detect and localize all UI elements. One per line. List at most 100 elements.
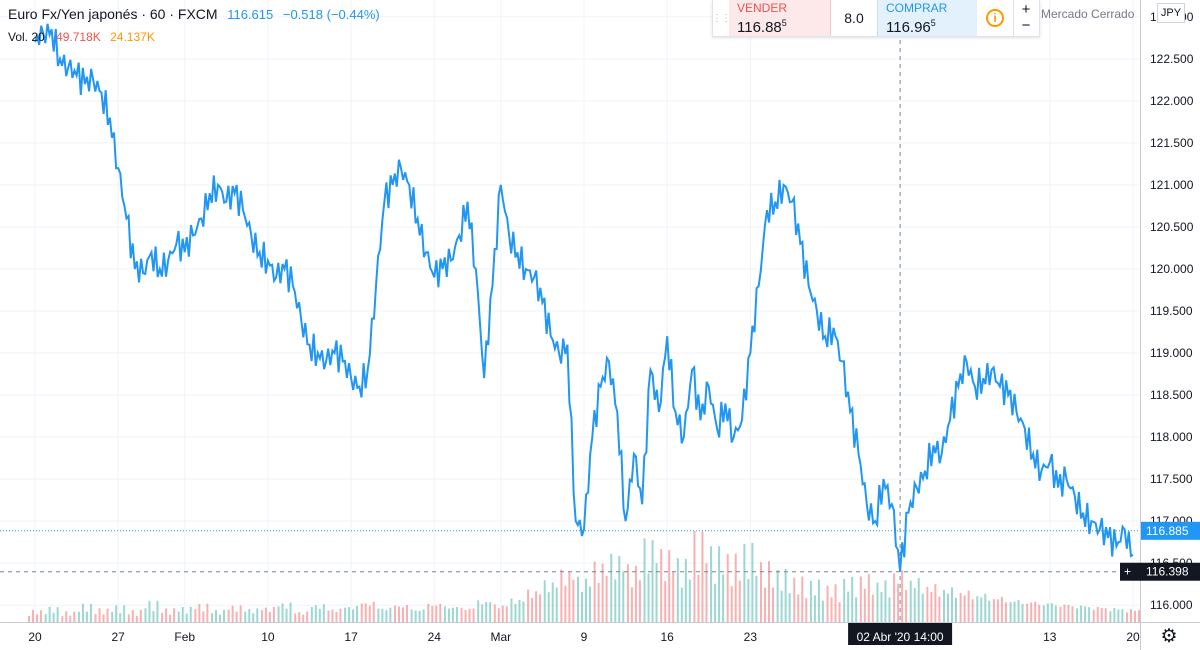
volume-bar — [56, 607, 59, 622]
volume-bar — [1021, 604, 1024, 622]
volume-bar — [501, 605, 504, 622]
volume-bar — [65, 611, 68, 622]
volume-bar — [843, 578, 846, 622]
volume-bar — [668, 550, 671, 622]
volume-bar — [1017, 599, 1020, 622]
volume-bar — [743, 543, 746, 622]
volume-bar — [36, 614, 38, 622]
volume-bar — [1130, 609, 1132, 622]
volume-bar — [135, 615, 138, 622]
volume-bar — [156, 600, 159, 622]
buy-button[interactable]: COMPRAR 116.965 — [877, 0, 977, 36]
crosshair-price-label: 116.398 — [1146, 565, 1189, 579]
volume-bar — [314, 605, 317, 622]
volume-bar — [372, 601, 375, 622]
volume-bar — [1121, 609, 1124, 622]
volume-bar — [597, 583, 600, 622]
quantity-stepper[interactable]: + − — [1013, 0, 1038, 36]
volume-bar — [505, 606, 508, 622]
volume-bar — [730, 586, 733, 622]
volume-bar — [1126, 612, 1128, 622]
x-tick-label: 27 — [112, 630, 126, 644]
volume-bar — [52, 612, 55, 622]
volume-bar — [1013, 601, 1016, 622]
volume-bar — [1050, 603, 1053, 622]
volume-bar — [131, 609, 134, 622]
volume-bar — [638, 580, 641, 622]
volume-bar — [747, 578, 750, 622]
volume-bar — [788, 593, 791, 622]
crosshair-price-label-bg — [1120, 562, 1200, 581]
volume-bar — [951, 587, 953, 622]
volume-bar — [398, 606, 400, 622]
crosshair-time-label: 02 Abr '20 14:00 — [857, 630, 944, 644]
minus-icon[interactable]: − — [1021, 17, 1031, 34]
volume-bar — [697, 574, 700, 622]
volume-bar — [909, 580, 912, 622]
volume-bar — [510, 598, 513, 622]
volume-bar — [389, 607, 392, 622]
volume-bar — [331, 609, 334, 622]
volume-bar — [821, 600, 824, 622]
volume-bar — [826, 585, 829, 622]
sell-button[interactable]: VENDER 116.885 — [729, 0, 831, 36]
volume-bar — [152, 611, 155, 622]
volume-bar — [738, 580, 741, 622]
volume-bar — [577, 576, 579, 622]
volume-bar — [531, 597, 534, 622]
volume-bar — [339, 608, 342, 622]
last-price: 116.615 — [227, 7, 274, 22]
volume-bar — [61, 616, 64, 622]
volume-bar — [568, 572, 571, 622]
volume-bar — [871, 594, 874, 622]
volume-bar — [497, 608, 500, 622]
volume-bar — [364, 603, 367, 622]
y-tick-label: 122.000 — [1150, 94, 1194, 108]
volume-bar — [455, 606, 458, 622]
volume-bar — [676, 558, 679, 622]
volume-bar — [776, 569, 779, 622]
price-line — [34, 23, 1134, 572]
volume-bar — [427, 603, 430, 622]
volume-bar — [610, 553, 613, 622]
info-icon: i — [986, 9, 1004, 27]
volume-bar — [85, 611, 88, 622]
x-tick-label: 13 — [1043, 630, 1057, 644]
price-axis-bg — [1140, 0, 1200, 650]
volume-bar — [589, 586, 591, 622]
symbol-title[interactable]: Euro Fx/Yen japonés · 60 · FXCM — [8, 6, 218, 22]
volume-bar — [402, 607, 404, 622]
drag-handle-icon[interactable]: ⋮⋮ — [712, 12, 731, 24]
x-tick-label: 23 — [744, 630, 758, 644]
volume-bar — [605, 575, 608, 622]
y-tick-label: 118.500 — [1150, 388, 1193, 402]
volume-bar — [239, 605, 242, 622]
volume-bar — [447, 608, 450, 622]
volume-bar — [680, 587, 683, 622]
volume-bar — [714, 583, 717, 622]
volume-label[interactable]: Vol. 20 — [8, 30, 45, 44]
volume-bar — [855, 597, 858, 622]
volume-bar — [1134, 610, 1136, 622]
volume-bar — [967, 590, 970, 622]
plus-icon[interactable]: + — [1021, 1, 1031, 18]
volume-bar — [69, 615, 72, 622]
volume-bar — [344, 607, 347, 622]
volume-value: 49.718K — [56, 30, 101, 44]
volume-bar — [123, 605, 126, 622]
buy-price-pip: 5 — [930, 18, 936, 28]
volume-bar — [963, 595, 966, 622]
volume-bar — [547, 592, 550, 622]
info-button[interactable]: i — [977, 0, 1013, 36]
currency-badge[interactable]: JPY — [1157, 3, 1185, 23]
y-tick-label: 118.000 — [1150, 430, 1193, 444]
volume-bar — [622, 571, 625, 622]
volume-bar — [614, 579, 617, 622]
volume-bar — [1138, 610, 1140, 622]
volume-bar — [493, 604, 496, 622]
x-tick-label: Feb — [174, 630, 195, 644]
y-tick-label: 120.000 — [1150, 262, 1194, 276]
volume-bar — [223, 609, 225, 622]
gear-icon[interactable]: ⚙ — [1160, 626, 1178, 647]
